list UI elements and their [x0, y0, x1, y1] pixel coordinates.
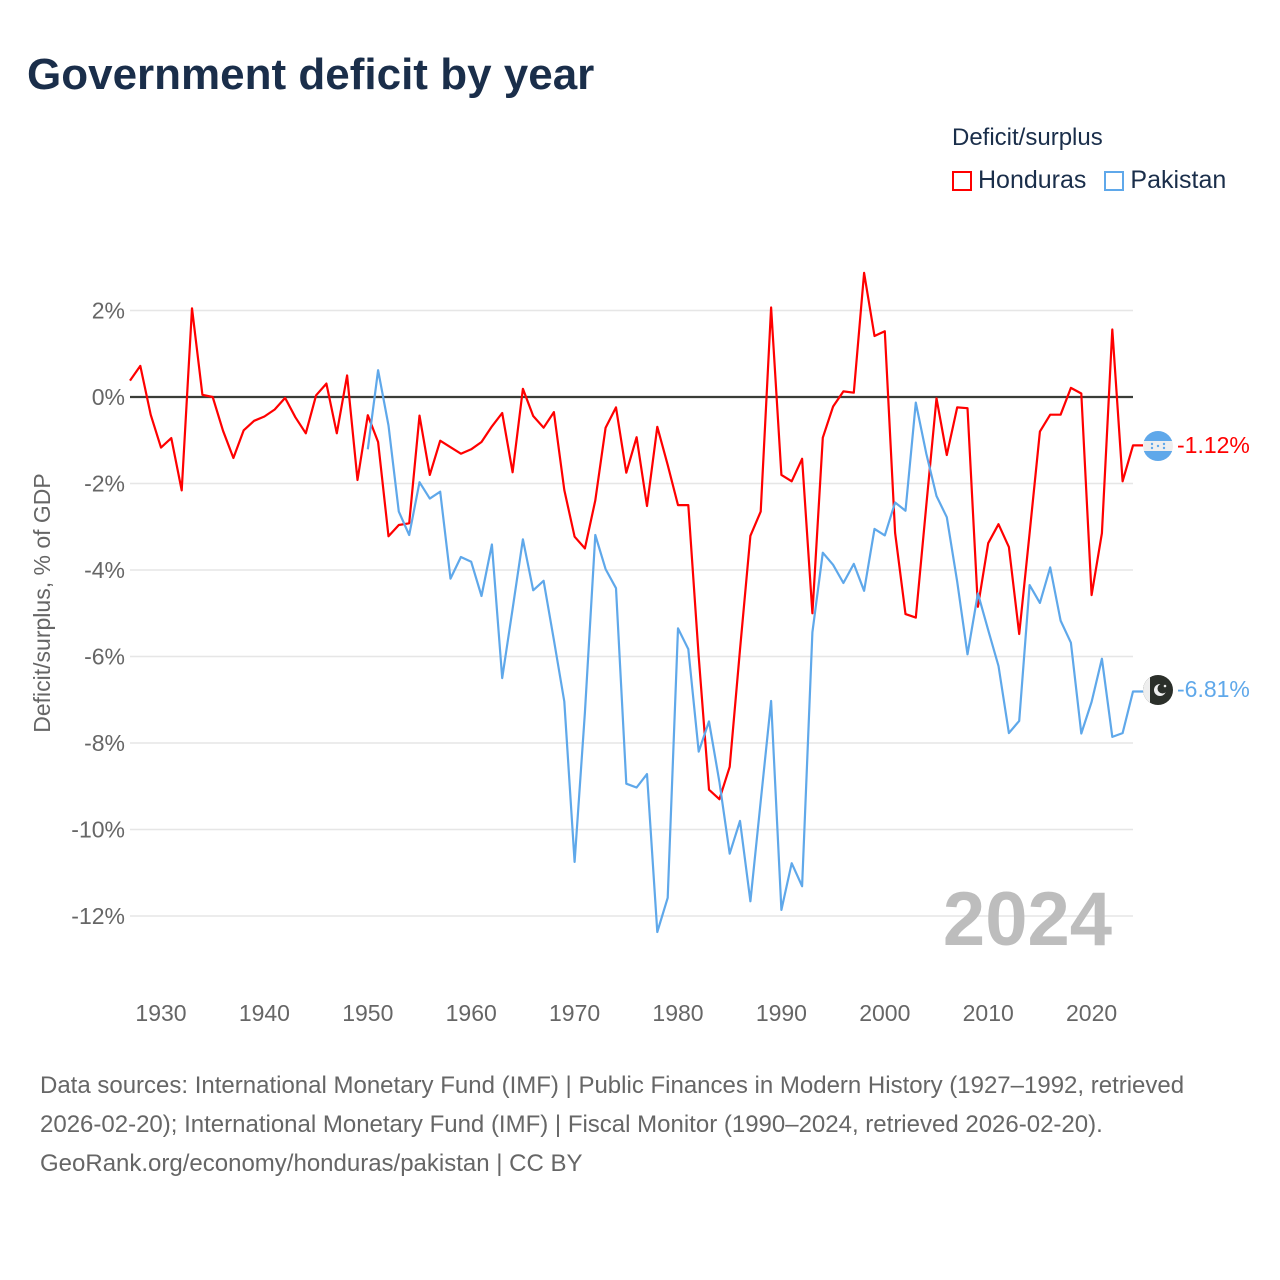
page-title: Government deficit by year: [27, 50, 595, 99]
x-tick-label: 1990: [756, 1000, 807, 1026]
pakistan-end-value: -6.81%: [1177, 676, 1250, 702]
y-tick-label: -10%: [71, 817, 125, 843]
data-sources: Data sources: International Monetary Fun…: [40, 1072, 1185, 1138]
legend-label-honduras: Honduras: [978, 166, 1087, 194]
x-tick-label: 2000: [859, 1000, 910, 1026]
legend: Deficit/surplus Honduras Pakistan: [952, 124, 1226, 195]
x-tick-label: 1960: [446, 1000, 497, 1026]
x-tick-label: 1930: [135, 1000, 186, 1026]
y-tick-label: -2%: [84, 471, 125, 497]
footer: Data sources: International Monetary Fun…: [40, 1066, 1240, 1183]
credit-link[interactable]: GeoRank.org/economy/honduras/pakistan | …: [40, 1150, 583, 1177]
legend-item-honduras[interactable]: Honduras: [952, 166, 1086, 195]
honduras-swatch: [952, 170, 972, 191]
pakistan-swatch: [1104, 170, 1125, 191]
x-tick-label: 2010: [963, 1000, 1014, 1026]
x-tick-label: 1940: [239, 1000, 290, 1026]
series-lines: [129, 271, 1143, 934]
honduras-end-value: -1.12%: [1177, 432, 1250, 458]
y-tick-label: -8%: [84, 730, 125, 756]
y-tick-label: 2%: [92, 298, 125, 324]
pakistan-end-marker: -6.81%: [1143, 675, 1250, 705]
x-axis-ticks: 1930 1940 1950 1960 1970 1980 1990 2000 2010 2020: [135, 1000, 1117, 1026]
x-tick-label: 1950: [342, 1000, 393, 1026]
pakistan-flag-icon: [1143, 675, 1173, 705]
y-tick-label: -12%: [71, 903, 125, 929]
y-tick-label: 0%: [92, 384, 125, 410]
series-line-honduras: [129, 271, 1143, 801]
series-line-pakistan: [366, 369, 1143, 934]
y-axis-label: Deficit/surplus, % of GDP: [29, 473, 55, 732]
x-tick-label: 1970: [549, 1000, 600, 1026]
honduras-end-marker: -1.12%: [1143, 431, 1250, 461]
x-tick-label: 2020: [1066, 1000, 1117, 1026]
legend-item-pakistan[interactable]: Pakistan: [1104, 166, 1226, 195]
y-tick-label: -4%: [84, 557, 125, 583]
year-watermark: 2024: [943, 877, 1112, 962]
y-tick-label: -6%: [84, 644, 125, 670]
x-tick-label: 1980: [652, 1000, 703, 1026]
honduras-flag-icon: [1143, 431, 1173, 461]
y-axis-ticks: 2% 0% -2% -4% -6% -8% -10% -12%: [71, 298, 125, 930]
legend-label-pakistan: Pakistan: [1130, 166, 1227, 194]
legend-title: Deficit/surplus: [952, 124, 1103, 151]
